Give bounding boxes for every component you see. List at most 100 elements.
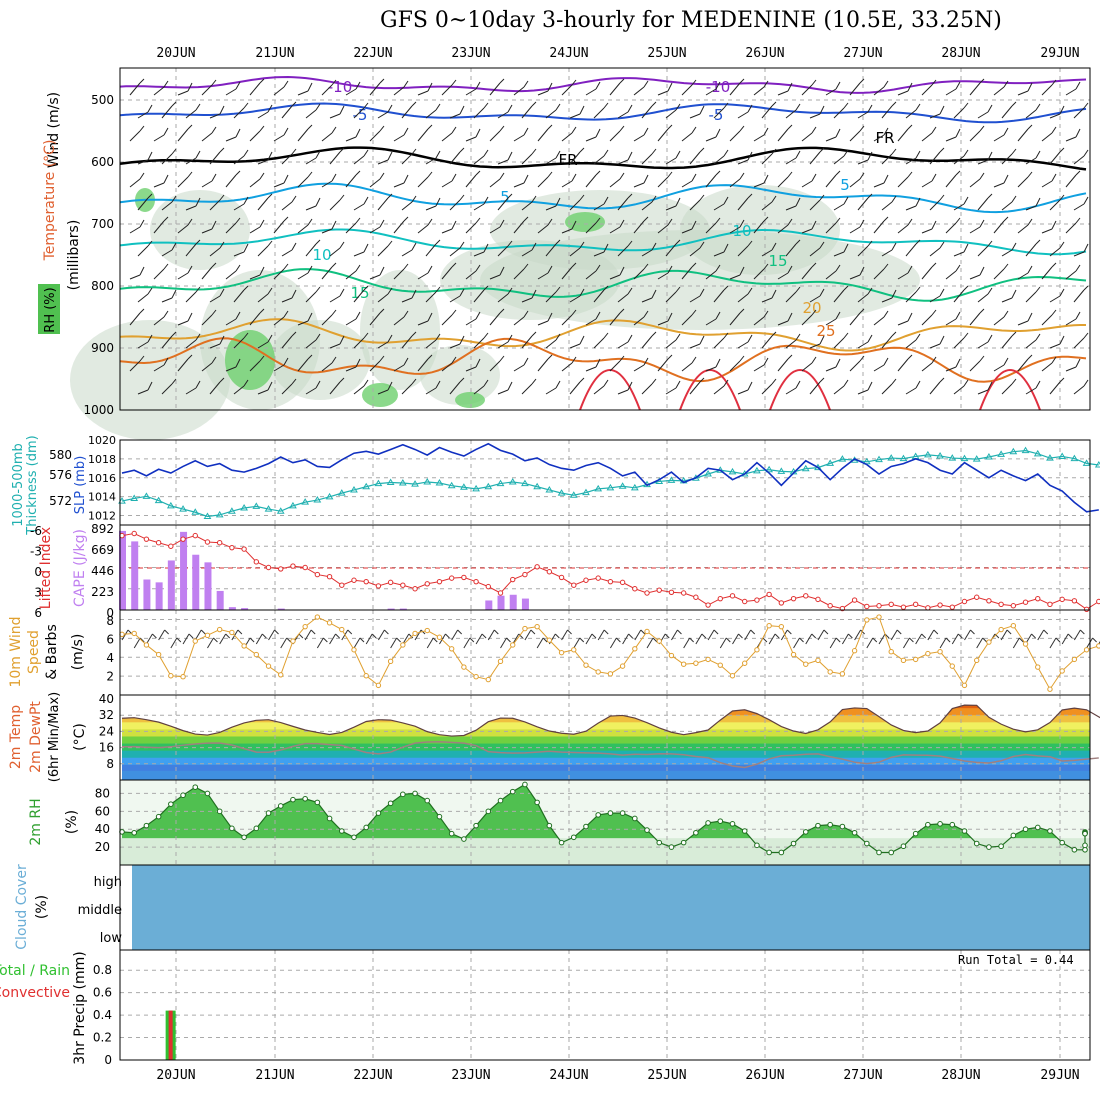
wind-barb [857, 111, 869, 119]
wind-barb [713, 289, 725, 303]
rh-point [937, 821, 943, 827]
wind-barb-flag [675, 333, 681, 341]
ylabel-wind10-3: & Barbs [44, 624, 60, 680]
thickness-line-point [228, 507, 236, 514]
wind-barb [441, 132, 453, 142]
li-tick: 0 [34, 565, 42, 579]
wind-barb-flag [259, 172, 265, 180]
wind-barb-flag [715, 81, 721, 90]
wind-barb-flag [1075, 311, 1081, 320]
wind-barb-flag [979, 78, 985, 84]
wind-barb-flag [310, 629, 316, 635]
wind-barb [497, 341, 509, 349]
wind-barb-flag [907, 124, 913, 130]
wind-barb-flag [219, 147, 225, 153]
thickness-line-point [142, 492, 151, 499]
rh-point [815, 822, 821, 829]
wind-barb [866, 637, 874, 649]
thickness-line-point [594, 484, 603, 492]
wind-barb [573, 637, 581, 649]
wind-barb [905, 291, 917, 303]
wind-barb-flag [883, 216, 889, 222]
thickness-line-point [777, 467, 786, 474]
wind-barb [1065, 222, 1077, 234]
wind-barb-flag [907, 354, 913, 360]
cape-bar [143, 579, 151, 610]
thickness-line-point [325, 492, 334, 500]
wind-barb-flag [259, 78, 265, 84]
wind-barb-flag [1011, 242, 1017, 251]
wind-barb [489, 274, 501, 280]
wind-barb-flag [139, 125, 145, 132]
wind-barb [1025, 339, 1037, 349]
wind-barb-flag [147, 193, 153, 199]
wind-barb [231, 629, 239, 641]
contour-label: -5 [353, 106, 368, 124]
wind-barb [512, 633, 520, 645]
wind-barb-flag [1083, 379, 1089, 387]
wind-barb-flag [603, 285, 609, 291]
wind-barb [801, 84, 813, 96]
wind-barb-flag [1011, 195, 1017, 203]
wind-barb-flag [1075, 170, 1081, 176]
wind-barb-flag [1011, 289, 1017, 299]
wind-barb-flag [363, 149, 369, 157]
wind-barb [785, 157, 797, 165]
wind-barb-flag [652, 637, 658, 643]
wind-barb [753, 134, 765, 142]
isotherm-10 [119, 228, 1087, 256]
wind-barb-flag [483, 102, 489, 109]
wind-barb [641, 153, 653, 165]
wind-barb [825, 88, 837, 96]
rh-point [1082, 842, 1088, 849]
rh-point [375, 810, 382, 816]
wind-barb [681, 314, 693, 326]
wind-barb-flag [411, 242, 417, 251]
wind-barb-flag [1083, 285, 1089, 291]
wind-barb [441, 314, 453, 326]
wind-barb [881, 297, 893, 303]
thickness-line-point [521, 479, 529, 487]
thickness-line-point [801, 464, 810, 472]
wind-barb-flag [547, 265, 553, 274]
wind-barb-flag [867, 151, 873, 161]
wind-barb-flag [859, 78, 865, 84]
lifted-index-line-point [363, 578, 369, 585]
wind-barb [545, 243, 557, 257]
wind-barb-flag [1083, 332, 1089, 339]
wind-barb [695, 633, 703, 645]
lifted-index-line-point [143, 536, 150, 542]
wind-barb-flag [921, 633, 927, 639]
wind-barb [153, 220, 165, 234]
wind-barb-flag [619, 219, 625, 228]
wind-barb-flag [225, 633, 231, 639]
wind-speed-line-point [473, 674, 479, 680]
isotherm-minus5 [119, 102, 1087, 124]
wind-barb [785, 291, 797, 303]
wind-speed-line-point [583, 662, 589, 668]
wind-barb [500, 637, 507, 649]
wind-barb-flag [963, 149, 969, 157]
rh-point [546, 822, 553, 829]
wind-barb [521, 105, 533, 119]
rh-point [436, 813, 443, 820]
wind-barb [402, 633, 410, 645]
wind-barb-flag [451, 79, 457, 86]
wind-barb-flag [579, 288, 585, 297]
lifted-index-line-point [1035, 595, 1041, 602]
thickness-line-point [1058, 452, 1067, 459]
wind-barb-flag [667, 312, 673, 322]
wind-barb [633, 220, 645, 234]
thickness-line-point [582, 488, 590, 496]
wind-barb-flag [1083, 243, 1089, 253]
date-label-top: 26JUN [745, 46, 785, 61]
wind-barb-flag [571, 309, 577, 316]
wind-barb [641, 249, 653, 257]
wind-barb [233, 155, 245, 165]
wind-barb-flag [616, 637, 621, 643]
rh-point [839, 823, 846, 830]
ylabel-slp: SLP (mb) [73, 456, 88, 515]
wind-barb [633, 268, 645, 280]
wind-barb [201, 180, 213, 188]
rh-point [131, 829, 138, 836]
